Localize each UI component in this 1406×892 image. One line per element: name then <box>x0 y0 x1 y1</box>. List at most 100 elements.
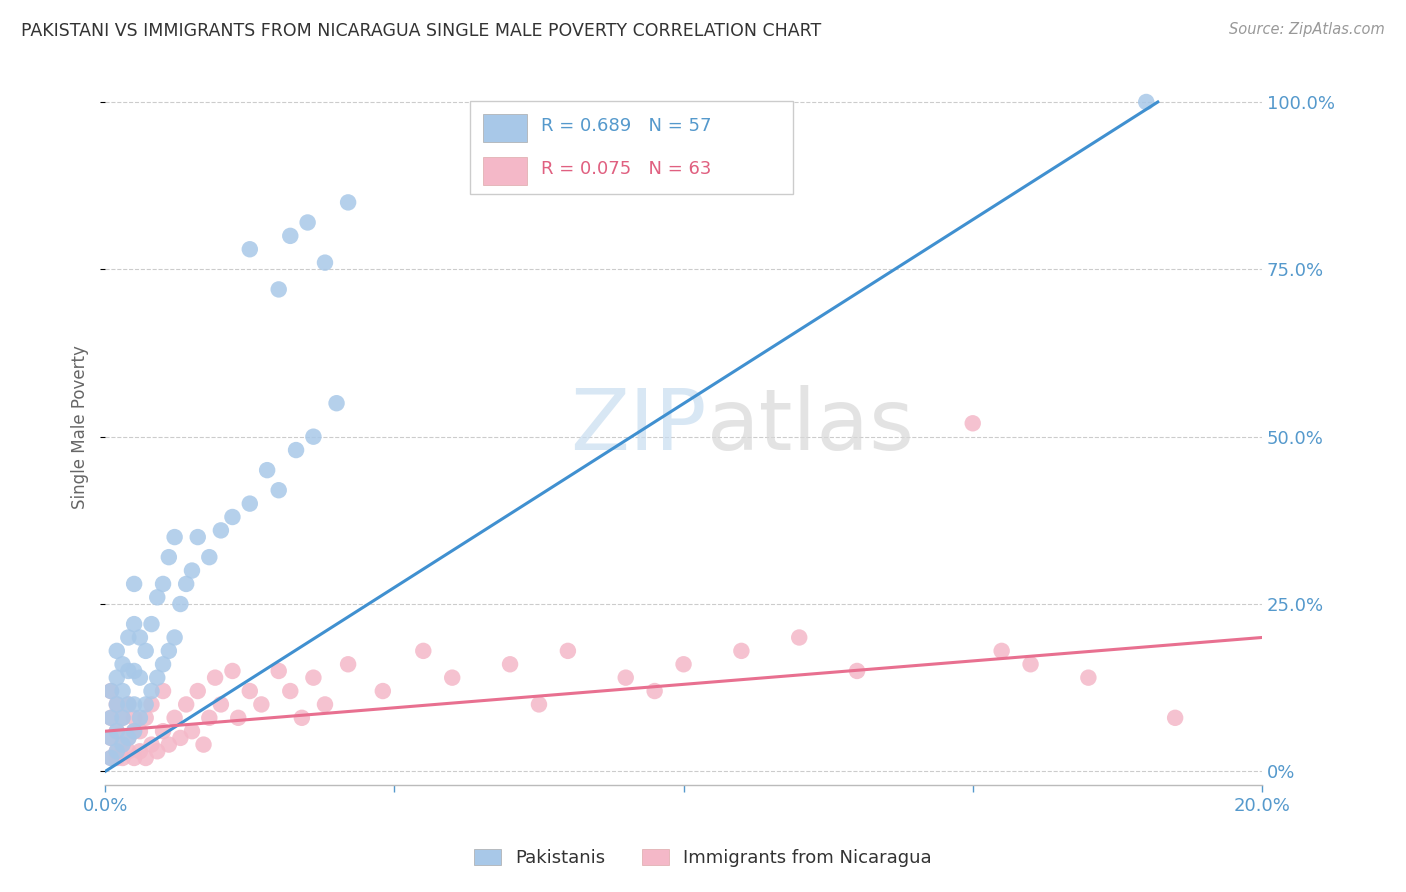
Text: Source: ZipAtlas.com: Source: ZipAtlas.com <box>1229 22 1385 37</box>
Point <box>1135 95 1157 109</box>
Point <box>122 724 145 739</box>
Point <box>141 738 163 752</box>
Text: PAKISTANI VS IMMIGRANTS FROM NICARAGUA SINGLE MALE POVERTY CORRELATION CHART: PAKISTANI VS IMMIGRANTS FROM NICARAGUA S… <box>21 22 821 40</box>
Point <box>157 644 180 658</box>
Point <box>193 738 215 752</box>
Point <box>157 550 180 565</box>
Point <box>169 597 191 611</box>
Point <box>122 711 145 725</box>
Point <box>105 751 128 765</box>
Point <box>111 711 134 725</box>
Point <box>226 711 249 725</box>
Point <box>105 644 128 658</box>
Point <box>141 684 163 698</box>
Point <box>181 724 204 739</box>
Point <box>135 711 157 725</box>
Point <box>846 664 869 678</box>
Point <box>557 644 579 658</box>
FancyBboxPatch shape <box>484 114 527 142</box>
Text: R = 0.075   N = 63: R = 0.075 N = 63 <box>541 160 711 178</box>
Point <box>278 684 301 698</box>
Point <box>111 738 134 752</box>
Point <box>174 698 197 712</box>
Point <box>291 711 314 725</box>
Point <box>122 724 145 739</box>
Point <box>163 711 186 725</box>
Point <box>198 550 221 565</box>
Point <box>1077 671 1099 685</box>
Point <box>221 664 243 678</box>
Point <box>100 711 122 725</box>
Point <box>163 530 186 544</box>
Legend: Pakistanis, Immigrants from Nicaragua: Pakistanis, Immigrants from Nicaragua <box>467 841 939 874</box>
Point <box>122 698 145 712</box>
Point <box>122 577 145 591</box>
Point <box>100 731 122 745</box>
Point <box>285 443 308 458</box>
Point <box>117 664 139 678</box>
Point <box>644 684 666 698</box>
Point <box>239 497 262 511</box>
Text: atlas: atlas <box>707 385 915 468</box>
Point <box>337 195 360 210</box>
Point <box>135 698 157 712</box>
Point <box>100 711 122 725</box>
Point <box>614 671 637 685</box>
Point <box>1164 711 1187 725</box>
Point <box>157 738 180 752</box>
Point <box>152 657 174 672</box>
Point <box>146 671 169 685</box>
Point <box>146 591 169 605</box>
Point <box>100 731 122 745</box>
Point <box>297 215 319 229</box>
Point <box>111 751 134 765</box>
Point <box>105 724 128 739</box>
Point <box>412 644 434 658</box>
Point <box>117 731 139 745</box>
Point <box>672 657 695 672</box>
Point <box>204 671 226 685</box>
Point <box>278 228 301 243</box>
Point <box>152 577 174 591</box>
Point <box>198 711 221 725</box>
Point <box>256 463 278 477</box>
Point <box>105 698 128 712</box>
Point <box>267 483 290 498</box>
Point <box>111 657 134 672</box>
Point <box>152 724 174 739</box>
Point <box>105 744 128 758</box>
FancyBboxPatch shape <box>484 157 527 185</box>
Point <box>239 684 262 698</box>
Point <box>100 751 122 765</box>
Point <box>221 510 243 524</box>
Point <box>314 255 336 269</box>
Point <box>100 684 122 698</box>
Point <box>267 282 290 296</box>
Point <box>117 698 139 712</box>
Point <box>129 711 152 725</box>
Point <box>105 698 128 712</box>
Point <box>129 631 152 645</box>
Point <box>1019 657 1042 672</box>
Point <box>314 698 336 712</box>
Point <box>135 644 157 658</box>
Point <box>325 396 347 410</box>
Point <box>337 657 360 672</box>
Point <box>117 631 139 645</box>
Point <box>250 698 273 712</box>
Point <box>169 731 191 745</box>
Point <box>122 751 145 765</box>
Point <box>100 751 122 765</box>
Text: ZIP: ZIP <box>571 385 707 468</box>
FancyBboxPatch shape <box>470 101 793 194</box>
Point <box>302 430 325 444</box>
Point <box>239 242 262 256</box>
Point <box>100 684 122 698</box>
Point <box>163 631 186 645</box>
Point <box>187 684 209 698</box>
Y-axis label: Single Male Poverty: Single Male Poverty <box>72 344 89 508</box>
Point <box>181 564 204 578</box>
Point <box>146 744 169 758</box>
Point <box>105 671 128 685</box>
Point <box>141 698 163 712</box>
